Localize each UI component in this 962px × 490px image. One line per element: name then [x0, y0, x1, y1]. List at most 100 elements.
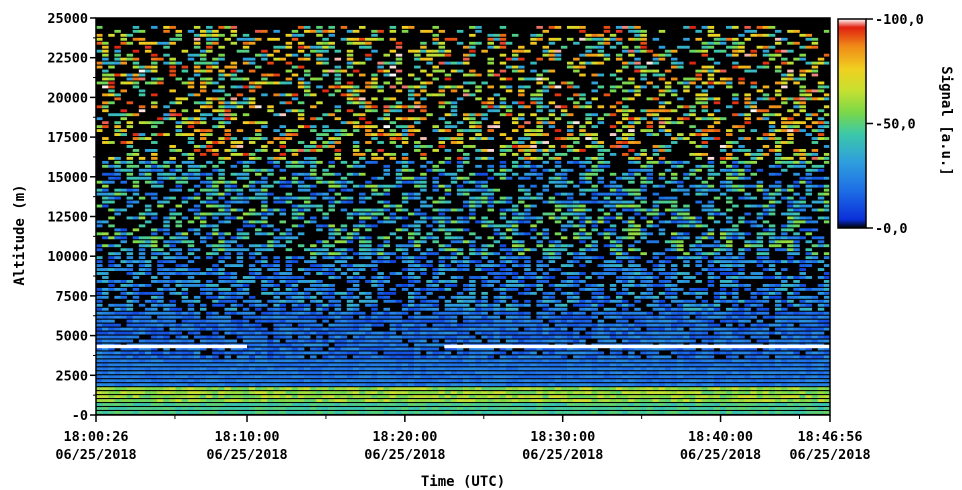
heatmap-cell — [719, 387, 727, 391]
heatmap-cell — [157, 383, 164, 387]
heatmap-cell — [683, 252, 690, 256]
heatmap-cell — [291, 307, 299, 311]
heatmap-cell — [524, 323, 531, 327]
heatmap-cell — [768, 276, 776, 279]
heatmap-cell — [566, 347, 574, 351]
heatmap-cell — [658, 391, 666, 395]
heatmap-cell — [493, 295, 501, 299]
heatmap-cell — [230, 403, 238, 406]
heatmap-cell — [762, 375, 770, 379]
heatmap-cell — [622, 220, 629, 224]
heatmap-cell — [438, 272, 446, 275]
heatmap-cell — [744, 287, 751, 291]
heatmap-cell — [732, 367, 739, 371]
heatmap-cell — [169, 371, 176, 375]
heatmap-cell — [157, 363, 164, 367]
heatmap-cell — [285, 363, 293, 367]
heatmap-cell — [793, 339, 800, 343]
heatmap-cell — [628, 244, 635, 248]
heatmap-cell — [554, 303, 562, 307]
heatmap-cell — [230, 276, 238, 279]
heatmap-cell — [615, 311, 623, 315]
heatmap-cell — [377, 363, 384, 367]
heatmap-cell — [505, 311, 513, 315]
heatmap-cell — [774, 359, 782, 363]
heatmap-cell — [707, 204, 715, 208]
heatmap-cell — [811, 359, 819, 363]
heatmap-cell — [138, 339, 146, 343]
heatmap-cell — [401, 331, 409, 335]
heatmap-cell — [432, 216, 439, 220]
heatmap-cell — [285, 403, 293, 406]
heatmap-cell — [750, 363, 757, 367]
heatmap-cell — [96, 256, 103, 260]
heatmap-cell — [664, 335, 672, 339]
heatmap-cell — [310, 363, 317, 367]
heatmap-cell — [530, 331, 537, 335]
heatmap-cell — [597, 403, 605, 406]
heatmap-cell — [524, 212, 531, 216]
heatmap-cell — [615, 363, 623, 367]
heatmap-cell — [285, 395, 293, 399]
heatmap-cell — [120, 335, 127, 339]
heatmap-cell — [713, 375, 721, 379]
heatmap-cell — [609, 204, 617, 208]
heatmap-cell — [732, 232, 739, 236]
heatmap-cell — [236, 367, 244, 371]
heatmap-cell — [481, 280, 488, 283]
heatmap-cell — [138, 303, 146, 307]
heatmap-cell — [469, 232, 476, 236]
heatmap-cell — [224, 287, 231, 291]
heatmap-cell — [126, 387, 134, 391]
heatmap-cell — [206, 212, 213, 216]
heatmap-cell — [511, 411, 519, 414]
heatmap-cell — [548, 248, 556, 252]
heatmap-cell — [169, 287, 176, 291]
heatmap-cell — [303, 204, 311, 208]
heatmap-cell — [615, 407, 623, 410]
heatmap-cell — [695, 379, 702, 383]
heatmap-cell — [615, 375, 623, 379]
heatmap-cell — [726, 347, 733, 351]
heatmap-cell — [701, 391, 709, 395]
heatmap-cell — [591, 375, 598, 379]
heatmap-cell — [206, 403, 213, 406]
heatmap-cell — [805, 375, 813, 379]
heatmap-cell — [811, 256, 819, 260]
heatmap-cell — [157, 335, 164, 339]
heatmap-cell — [444, 391, 452, 395]
heatmap-cell — [120, 379, 127, 383]
heatmap-cell — [163, 260, 170, 264]
heatmap-cell — [450, 256, 458, 260]
heatmap-cell — [609, 224, 617, 228]
heatmap-cell — [609, 252, 617, 256]
heatmap-cell — [658, 264, 666, 267]
heatmap-cell — [291, 339, 299, 343]
heatmap-cell — [456, 391, 464, 395]
heatmap-cell — [365, 228, 372, 232]
heatmap-cell — [132, 276, 140, 279]
heatmap-cell — [438, 395, 446, 399]
heatmap-cell — [169, 339, 176, 343]
heatmap-cell — [707, 363, 715, 367]
heatmap-cell — [206, 379, 213, 383]
heatmap-cell — [505, 399, 513, 402]
heatmap-cell — [811, 355, 819, 359]
heatmap-cell — [273, 355, 280, 359]
heatmap-cell — [658, 311, 666, 315]
heatmap-cell — [310, 339, 317, 343]
heatmap-cell — [426, 204, 433, 208]
heatmap-cell — [102, 220, 109, 224]
heatmap-cell — [646, 399, 654, 402]
heatmap-cell — [401, 303, 409, 307]
heatmap-cell — [469, 363, 476, 367]
heatmap-cell — [597, 287, 605, 291]
heatmap-cell — [273, 315, 280, 319]
heatmap-cell — [248, 256, 256, 260]
heatmap-cell — [615, 303, 623, 307]
heatmap-cell — [823, 295, 831, 299]
heatmap-cell — [817, 387, 825, 391]
heatmap-cell — [677, 395, 684, 399]
heatmap-cell — [579, 375, 586, 379]
heatmap-cell — [426, 264, 433, 267]
